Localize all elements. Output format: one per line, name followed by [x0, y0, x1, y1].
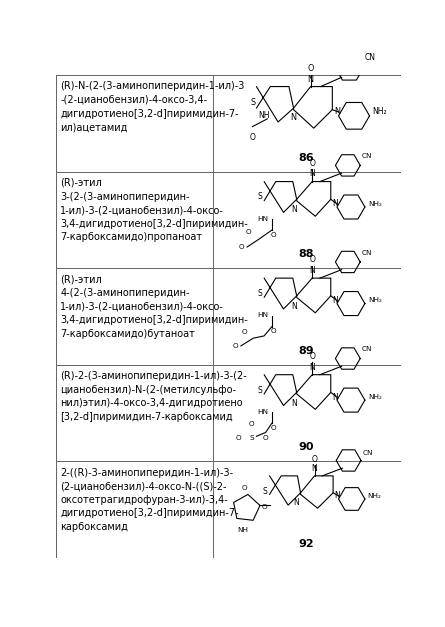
- Text: CN: CN: [365, 53, 376, 62]
- Text: HN: HN: [257, 409, 268, 414]
- Text: N: N: [291, 302, 297, 311]
- Text: N: N: [307, 75, 314, 84]
- Text: 2-((R)-3-аминопиперидин-1-ил)-3-
(2-цианобензил)-4-оксо-N-((S)-2-
оксотетрагидро: 2-((R)-3-аминопиперидин-1-ил)-3- (2-циан…: [60, 468, 239, 532]
- Text: 92: 92: [299, 539, 314, 549]
- Text: N: N: [334, 492, 340, 500]
- Text: NH₂: NH₂: [368, 201, 382, 207]
- Text: (R)-N-(2-(3-аминопиперидин-1-ил)-3
-(2-цианобензил)-4-оксо-3,4-
дигидротиено[3,2: (R)-N-(2-(3-аминопиперидин-1-ил)-3 -(2-ц…: [60, 82, 245, 132]
- Text: N: N: [309, 362, 315, 372]
- Text: NH₂: NH₂: [368, 297, 382, 303]
- Text: N: N: [332, 199, 338, 208]
- Text: O: O: [250, 133, 255, 142]
- Text: CN: CN: [362, 250, 372, 256]
- Text: CN: CN: [362, 153, 372, 159]
- Text: HN: HN: [257, 312, 268, 318]
- Text: O: O: [309, 352, 315, 361]
- Text: O: O: [239, 244, 244, 250]
- Bar: [56, 268, 400, 365]
- Text: CN: CN: [363, 450, 373, 456]
- Text: (R)-2-(3-аминопиперидин-1-ил)-3-(2-
цианобензил)-N-(2-(метилсульфо-
нил)этил)-4-: (R)-2-(3-аминопиперидин-1-ил)-3-(2- циан…: [60, 371, 247, 422]
- Text: S: S: [257, 386, 262, 394]
- Text: NH₂: NH₂: [372, 107, 387, 117]
- Bar: [56, 461, 400, 558]
- Text: 86: 86: [299, 152, 314, 162]
- Text: N: N: [309, 169, 315, 179]
- Text: O: O: [307, 64, 314, 73]
- Text: N: N: [312, 464, 317, 473]
- Text: N: N: [293, 498, 299, 507]
- Text: S: S: [263, 487, 267, 496]
- Bar: [56, 172, 400, 268]
- Text: N: N: [291, 206, 297, 214]
- Text: O: O: [235, 435, 241, 441]
- Text: 89: 89: [299, 345, 314, 356]
- Text: O: O: [309, 159, 315, 167]
- Text: O: O: [312, 455, 317, 463]
- Text: O: O: [271, 328, 276, 334]
- Text: NH: NH: [259, 112, 270, 120]
- Text: O: O: [271, 424, 276, 431]
- Text: NH: NH: [237, 527, 248, 533]
- Text: O: O: [232, 343, 238, 349]
- Bar: [56, 75, 400, 172]
- Text: O: O: [271, 231, 276, 238]
- Text: CN: CN: [362, 346, 372, 352]
- Text: S: S: [257, 289, 262, 298]
- Text: N: N: [332, 296, 338, 305]
- Text: O: O: [241, 329, 247, 335]
- Text: O: O: [263, 435, 268, 441]
- Text: S: S: [251, 98, 256, 107]
- Text: NH₂: NH₂: [368, 394, 382, 400]
- Text: N: N: [332, 393, 338, 401]
- Text: O: O: [246, 229, 251, 234]
- Text: O: O: [309, 255, 315, 264]
- Text: S: S: [257, 192, 262, 201]
- Text: (R)-этил
3-(2-(3-аминопиперидин-
1-ил)-3-(2-цианобензил)-4-оксо-
3,4-дигидротиен: (R)-этил 3-(2-(3-аминопиперидин- 1-ил)-3…: [60, 178, 248, 243]
- Text: O: O: [262, 503, 267, 510]
- Text: NH₂: NH₂: [367, 493, 381, 499]
- Bar: [56, 365, 400, 461]
- Text: N: N: [334, 107, 340, 117]
- Text: 90: 90: [299, 442, 314, 452]
- Text: HN: HN: [257, 216, 268, 221]
- Text: O: O: [249, 421, 255, 427]
- Text: O: O: [242, 485, 247, 492]
- Text: N: N: [309, 266, 315, 275]
- Text: N: N: [291, 399, 297, 408]
- Text: 88: 88: [299, 249, 314, 259]
- Text: (R)-этил
4-(2-(3-аминопиперидин-
1-ил)-3-(2-цианобензил)-4-оксо-
3,4-дигидротиен: (R)-этил 4-(2-(3-аминопиперидин- 1-ил)-3…: [60, 275, 248, 339]
- Text: N: N: [291, 113, 296, 122]
- Text: S: S: [249, 435, 254, 441]
